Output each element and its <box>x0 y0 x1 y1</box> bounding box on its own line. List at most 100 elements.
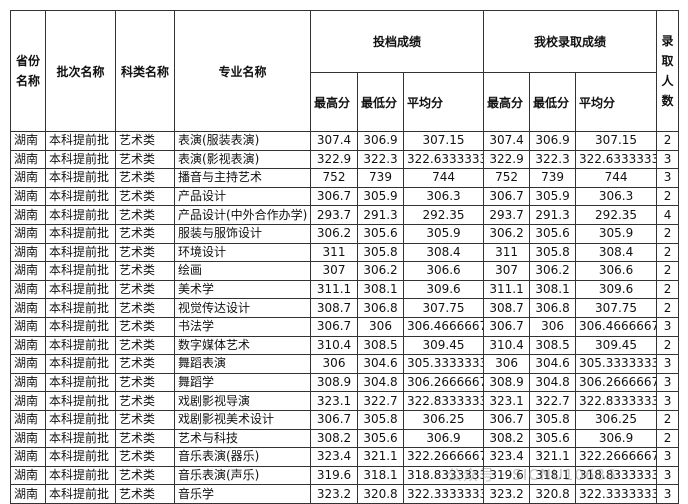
header-school-min: 最低分 <box>529 72 577 132</box>
table-row: 湖南 本科提前批 艺术类 戏剧影视美术设计 306.7 305.8 306.25 306.7 3… <box>10 409 680 430</box>
cell-school-min: 291.3 <box>529 205 577 225</box>
cell-school-max: 319.6 <box>483 465 531 486</box>
cell-major: 环境设计 <box>174 242 311 263</box>
cell-admitted: 3 <box>656 168 680 188</box>
cell-filing-avg: 306.3 <box>402 186 485 207</box>
cell-admitted: 2 <box>656 131 680 151</box>
cell-batch: 本科提前批 <box>45 186 116 207</box>
cell-category: 艺术类 <box>115 316 175 337</box>
cell-category: 艺术类 <box>115 205 175 225</box>
cell-province: 湖南 <box>10 465 46 486</box>
cell-filing-avg: 308.4 <box>402 242 485 263</box>
header-admitted: 录取人数 <box>656 10 680 132</box>
cell-school-max: 308.7 <box>483 298 531 318</box>
table-row: 湖南 本科提前批 艺术类 产品设计 306.7 305.9 306.3 306.7 305.9 3… <box>10 186 680 207</box>
cell-category: 艺术类 <box>115 484 175 504</box>
cell-school-avg: 305.9 <box>575 223 658 244</box>
cell-filing-max: 306.7 <box>310 186 358 207</box>
cell-filing-min: 306 <box>357 316 404 337</box>
cell-admitted: 2 <box>656 242 680 263</box>
cell-school-avg: 744 <box>575 168 658 188</box>
cell-school-min: 308.5 <box>529 335 577 356</box>
cell-admitted: 2 <box>656 298 680 318</box>
cell-school-min: 304.8 <box>529 372 577 393</box>
table-row: 湖南 本科提前批 艺术类 表演(服装表演) 307.4 306.9 307.15 307.4 3… <box>10 131 680 151</box>
cell-admitted: 3 <box>656 316 680 337</box>
cell-major: 绘画 <box>174 261 311 281</box>
table-row: 湖南 本科提前批 艺术类 音乐表演(器乐) 323.4 321.1 322.2666667 3… <box>10 447 680 467</box>
cell-school-min: 304.6 <box>529 354 577 374</box>
table-row: 湖南 本科提前批 艺术类 播音与主持艺术 752 739 744 752 739 744 3 <box>10 168 680 188</box>
cell-school-max: 311 <box>483 242 531 263</box>
cell-filing-avg: 744 <box>402 168 485 188</box>
cell-major: 播音与主持艺术 <box>174 168 311 188</box>
cell-major: 产品设计(中外合作办学) <box>174 205 311 225</box>
cell-major: 戏剧影视导演 <box>174 391 311 411</box>
cell-filing-min: 306.9 <box>357 131 404 151</box>
cell-filing-max: 310.4 <box>310 335 358 356</box>
cell-filing-max: 307 <box>310 261 358 281</box>
cell-province: 湖南 <box>10 261 46 281</box>
cell-filing-max: 306.7 <box>310 316 358 337</box>
cell-province: 湖南 <box>10 223 46 244</box>
cell-major: 表演(影视表演) <box>174 149 311 170</box>
cell-filing-avg: 305.3333333 <box>402 354 485 374</box>
cell-admitted: 2 <box>656 428 680 449</box>
admission-scores-table: 省份名称 批次名称 科类名称 专业名称 投档成绩 我校录取成绩 录取人数 最高分… <box>10 10 680 504</box>
cell-batch: 本科提前批 <box>45 223 116 244</box>
cell-school-avg: 306.3 <box>575 186 658 207</box>
cell-category: 艺术类 <box>115 409 175 430</box>
cell-school-avg: 318.8333333 <box>575 465 658 486</box>
cell-category: 艺术类 <box>115 261 175 281</box>
cell-filing-max: 323.1 <box>310 391 358 411</box>
cell-category: 艺术类 <box>115 149 175 170</box>
cell-filing-avg: 309.45 <box>402 335 485 356</box>
cell-province: 湖南 <box>10 205 46 225</box>
table-row: 湖南 本科提前批 艺术类 美术学 311.1 308.1 309.6 311.1 308.1 30… <box>10 279 680 300</box>
cell-batch: 本科提前批 <box>45 354 116 374</box>
cell-filing-min: 291.3 <box>357 205 404 225</box>
header-school-avg: 平均分 <box>575 72 658 132</box>
cell-school-min: 318.1 <box>529 465 577 486</box>
table-row: 湖南 本科提前批 艺术类 服装与服饰设计 306.2 305.6 305.9 306.2 305… <box>10 223 680 244</box>
cell-batch: 本科提前批 <box>45 261 116 281</box>
table-row: 湖南 本科提前批 艺术类 视觉传达设计 308.7 306.8 307.75 308.7 306… <box>10 298 680 318</box>
cell-filing-min: 321.1 <box>357 447 404 467</box>
cell-admitted: 3 <box>656 447 680 467</box>
cell-major: 舞蹈学 <box>174 372 311 393</box>
cell-filing-min: 322.3 <box>357 149 404 170</box>
cell-filing-min: 320.8 <box>357 484 404 504</box>
cell-batch: 本科提前批 <box>45 131 116 151</box>
cell-filing-max: 319.6 <box>310 465 358 486</box>
cell-filing-max: 308.7 <box>310 298 358 318</box>
cell-filing-min: 304.8 <box>357 372 404 393</box>
cell-major: 艺术与科技 <box>174 428 311 449</box>
cell-admitted: 2 <box>656 409 680 430</box>
cell-filing-avg: 292.35 <box>402 205 485 225</box>
table-row: 湖南 本科提前批 艺术类 数字媒体艺术 310.4 308.5 309.45 310.4 308… <box>10 335 680 356</box>
cell-batch: 本科提前批 <box>45 447 116 467</box>
cell-category: 艺术类 <box>115 168 175 188</box>
cell-major: 视觉传达设计 <box>174 298 311 318</box>
cell-filing-avg: 307.75 <box>402 298 485 318</box>
cell-school-max: 308.9 <box>483 372 531 393</box>
table-row: 湖南 本科提前批 艺术类 戏剧影视导演 323.1 322.7 322.8333333 323… <box>10 391 680 411</box>
cell-admitted: 3 <box>656 354 680 374</box>
cell-province: 湖南 <box>10 428 46 449</box>
cell-admitted: 2 <box>656 279 680 300</box>
cell-batch: 本科提前批 <box>45 409 116 430</box>
cell-school-max: 306.7 <box>483 316 531 337</box>
cell-category: 艺术类 <box>115 428 175 449</box>
cell-school-max: 308.2 <box>483 428 531 449</box>
cell-batch: 本科提前批 <box>45 149 116 170</box>
cell-school-max: 323.2 <box>483 484 531 504</box>
cell-batch: 本科提前批 <box>45 372 116 393</box>
cell-filing-min: 305.9 <box>357 186 404 207</box>
cell-category: 艺术类 <box>115 372 175 393</box>
cell-school-min: 305.6 <box>529 428 577 449</box>
cell-school-avg: 306.9 <box>575 428 658 449</box>
cell-school-avg: 305.3333333 <box>575 354 658 374</box>
cell-school-avg: 306.2666667 <box>575 372 658 393</box>
cell-filing-avg: 306.25 <box>402 409 485 430</box>
cell-province: 湖南 <box>10 242 46 263</box>
